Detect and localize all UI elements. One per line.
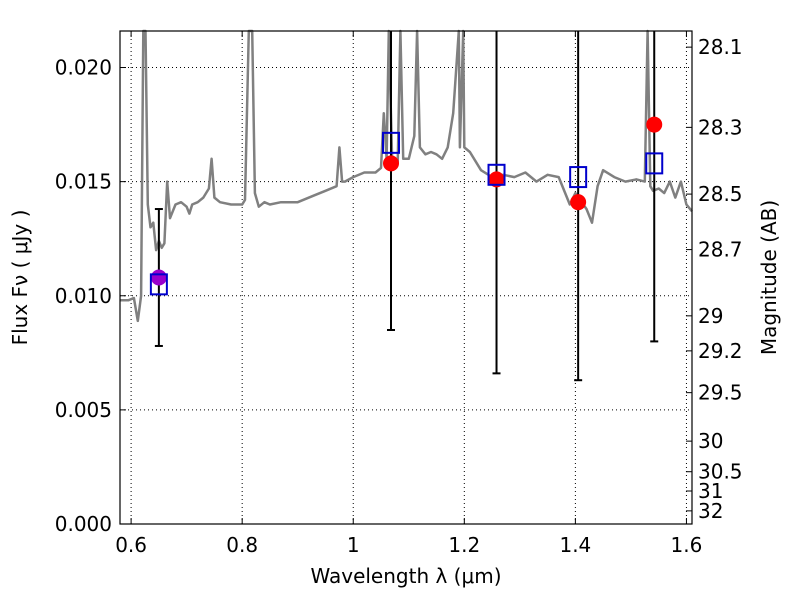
right-tick-label: 29.5 <box>698 381 743 405</box>
x-tick-label: 1 <box>347 533 360 557</box>
observed-point-marker <box>383 155 400 172</box>
y-tick-label: 0.015 <box>55 170 112 194</box>
y-tick-label: 0.000 <box>55 512 112 536</box>
observed-point-marker <box>646 116 663 133</box>
model-square-marker <box>382 131 401 154</box>
right-tick-label: 29.2 <box>698 339 743 363</box>
right-tick-label: 28.5 <box>698 182 743 206</box>
right-tick-label: 30 <box>698 429 723 453</box>
observed-point-marker <box>150 269 167 286</box>
spectrum-line <box>120 29 693 323</box>
right-tick-label: 29 <box>698 304 723 328</box>
x-axis-label: Wavelength λ (μm) <box>310 564 501 588</box>
y-tick-label: 0.020 <box>55 56 112 80</box>
model-square-marker <box>487 163 506 186</box>
data-markers <box>149 116 664 296</box>
model-square-marker <box>645 152 664 175</box>
plot-frame <box>119 30 693 525</box>
right-tick-label: 28.3 <box>698 115 743 139</box>
right-tick-label: 28.7 <box>698 238 743 262</box>
x-axis-ticks: 0.6 0.8 1 1.2 1.4 1.6 <box>115 31 702 557</box>
x-tick-label: 1.4 <box>559 533 591 557</box>
right-axis-label: Magnitude (AB) <box>757 200 781 355</box>
model-square-marker <box>149 273 168 296</box>
model-square-marker <box>569 166 588 189</box>
right-tick-label: 28.1 <box>698 35 743 59</box>
x-tick-label: 0.8 <box>226 533 258 557</box>
right-tick-label: 31 <box>698 479 723 503</box>
y-axis-label: Flux Fν ( μJy ) <box>8 210 32 346</box>
grid-lines <box>120 31 692 525</box>
right-tick-label: 32 <box>698 499 723 523</box>
spectrum-layer <box>120 29 693 323</box>
y-axis-ticks: 0.000 0.005 0.010 0.015 0.020 <box>55 56 126 536</box>
y-tick-label: 0.010 <box>55 284 112 308</box>
observed-point-marker <box>570 194 587 211</box>
x-tick-label: 1.6 <box>671 533 703 557</box>
right-tick-label: 30.5 <box>698 460 743 484</box>
x-tick-label: 1.2 <box>448 533 480 557</box>
y-tick-label: 0.005 <box>55 398 112 422</box>
x-tick-label: 0.6 <box>115 533 147 557</box>
